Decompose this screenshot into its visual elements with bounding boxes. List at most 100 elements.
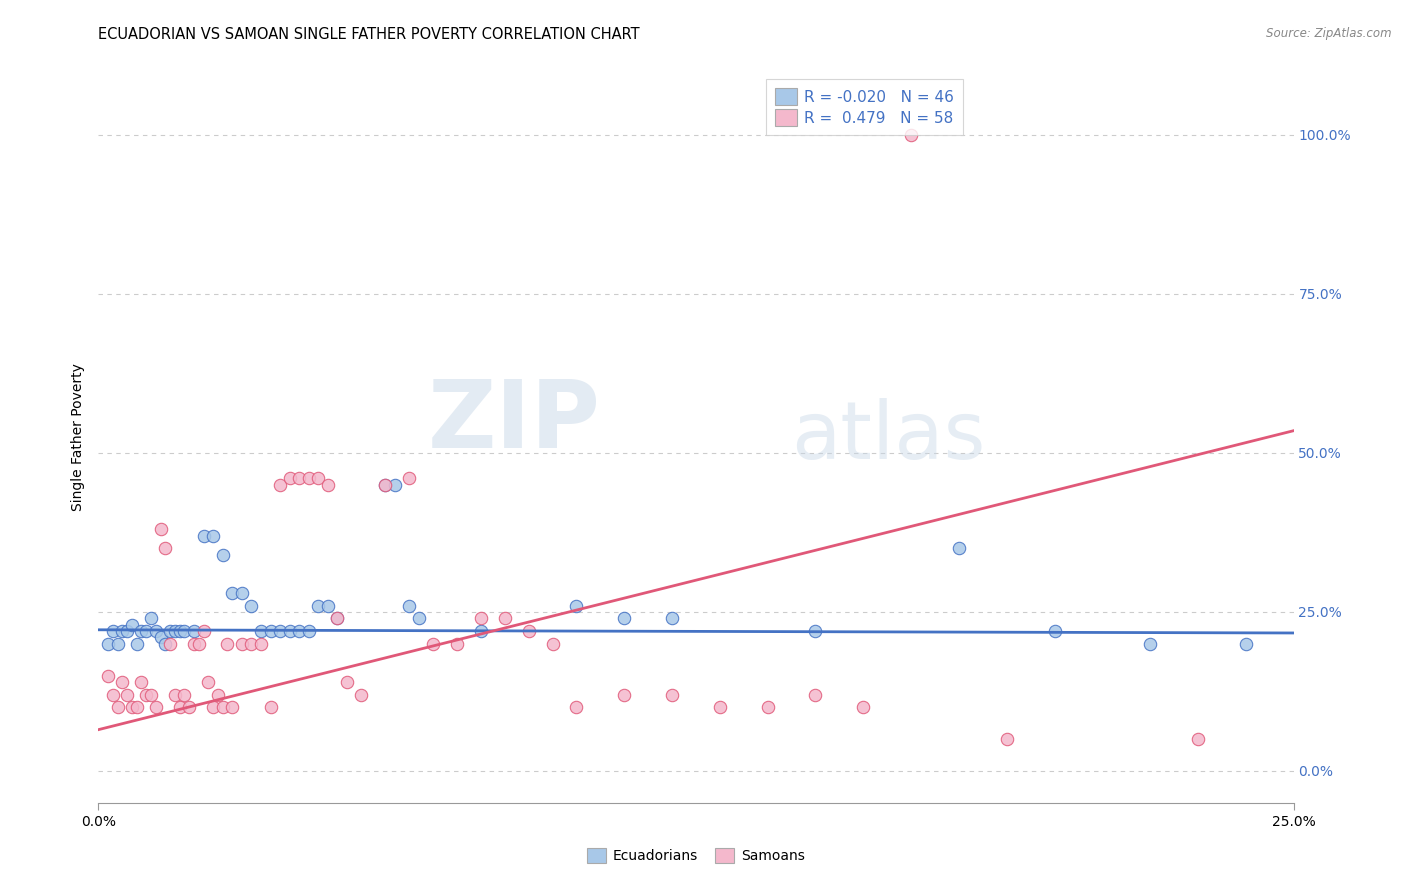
Point	[131, 624, 153, 638]
Point	[326, 611, 349, 625]
Point	[202, 700, 225, 714]
Text: ZIP: ZIP	[427, 376, 600, 468]
Y-axis label: Single Father Poverty: Single Father Poverty	[72, 363, 86, 511]
Text: atlas: atlas	[792, 398, 986, 476]
Point	[101, 688, 124, 702]
Point	[125, 637, 148, 651]
Point	[207, 688, 229, 702]
Point	[398, 599, 420, 613]
Point	[145, 700, 167, 714]
Point	[183, 624, 205, 638]
Point	[288, 471, 311, 485]
Point	[107, 637, 129, 651]
Point	[250, 624, 273, 638]
Point	[163, 624, 186, 638]
Point	[163, 688, 186, 702]
Point	[326, 611, 349, 625]
Point	[316, 599, 339, 613]
Point	[1234, 637, 1257, 651]
Point	[278, 624, 301, 638]
Point	[995, 732, 1018, 747]
Point	[179, 700, 201, 714]
Point	[336, 675, 359, 690]
Point	[269, 624, 291, 638]
Point	[900, 128, 922, 142]
Point	[422, 637, 444, 651]
Point	[97, 637, 120, 651]
Point	[231, 586, 253, 600]
Point	[211, 700, 233, 714]
Point	[202, 529, 225, 543]
Point	[948, 541, 970, 556]
Point	[115, 688, 138, 702]
Point	[470, 611, 492, 625]
Point	[316, 477, 339, 491]
Point	[107, 700, 129, 714]
Point	[384, 477, 406, 491]
Text: Source: ZipAtlas.com: Source: ZipAtlas.com	[1267, 27, 1392, 40]
Point	[115, 624, 138, 638]
Point	[221, 586, 243, 600]
Point	[307, 599, 329, 613]
Point	[565, 599, 588, 613]
Point	[183, 637, 205, 651]
Point	[1043, 624, 1066, 638]
Legend: Ecuadorians, Samoans: Ecuadorians, Samoans	[581, 843, 811, 869]
Point	[131, 675, 153, 690]
Point	[804, 624, 827, 638]
Point	[240, 599, 263, 613]
Point	[231, 637, 253, 651]
Point	[307, 471, 329, 485]
Point	[173, 624, 195, 638]
Point	[145, 624, 167, 638]
Point	[159, 637, 181, 651]
Point	[193, 624, 215, 638]
Point	[494, 611, 516, 625]
Point	[250, 637, 273, 651]
Point	[169, 700, 191, 714]
Point	[269, 477, 291, 491]
Point	[398, 471, 420, 485]
Point	[121, 700, 143, 714]
Point	[221, 700, 243, 714]
Point	[149, 522, 172, 536]
Point	[374, 477, 396, 491]
Point	[135, 688, 157, 702]
Point	[298, 471, 321, 485]
Point	[1187, 732, 1209, 747]
Point	[288, 624, 311, 638]
Point	[446, 637, 468, 651]
Point	[804, 688, 827, 702]
Point	[169, 624, 191, 638]
Point	[852, 700, 875, 714]
Point	[217, 637, 239, 651]
Point	[661, 688, 683, 702]
Point	[121, 617, 143, 632]
Point	[756, 700, 779, 714]
Point	[125, 700, 148, 714]
Point	[613, 611, 636, 625]
Point	[613, 688, 636, 702]
Point	[135, 624, 157, 638]
Point	[517, 624, 540, 638]
Point	[159, 624, 181, 638]
Point	[709, 700, 731, 714]
Point	[259, 700, 281, 714]
Point	[97, 668, 120, 682]
Point	[173, 688, 195, 702]
Point	[259, 624, 281, 638]
Point	[139, 611, 162, 625]
Point	[374, 477, 396, 491]
Point	[101, 624, 124, 638]
Point	[139, 688, 162, 702]
Point	[111, 675, 134, 690]
Text: ECUADORIAN VS SAMOAN SINGLE FATHER POVERTY CORRELATION CHART: ECUADORIAN VS SAMOAN SINGLE FATHER POVER…	[98, 27, 640, 42]
Point	[298, 624, 321, 638]
Point	[155, 637, 177, 651]
Point	[149, 631, 172, 645]
Point	[408, 611, 430, 625]
Point	[565, 700, 588, 714]
Point	[661, 611, 683, 625]
Point	[155, 541, 177, 556]
Point	[541, 637, 564, 651]
